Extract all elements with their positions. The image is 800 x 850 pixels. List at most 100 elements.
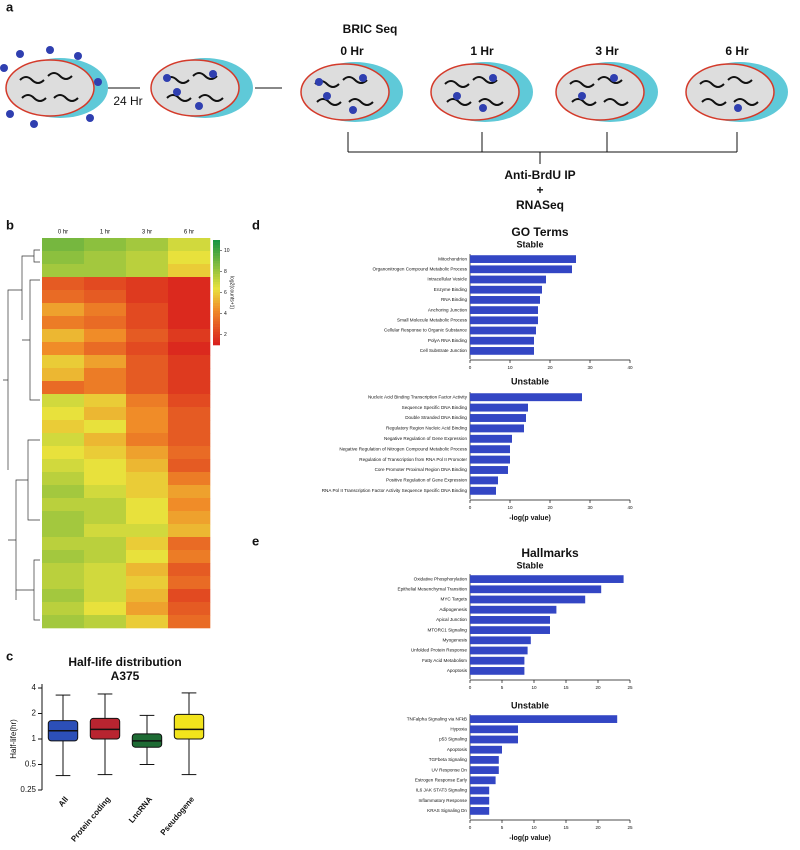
connector — [347, 132, 738, 164]
heatmap-cell — [126, 524, 169, 538]
colorbar-step — [213, 266, 220, 270]
cell — [150, 57, 254, 119]
chart-title: Half-life distribution — [68, 655, 181, 669]
bar — [470, 486, 496, 495]
bar — [470, 595, 586, 604]
heatmap-cell — [42, 550, 85, 564]
colorbar-step — [213, 247, 220, 251]
y-tick-label: UV Response Dn — [432, 767, 468, 772]
heatmap-cell — [42, 355, 85, 369]
heatmap-cell — [84, 563, 127, 577]
x-tick-label: 0 — [469, 505, 472, 510]
heatmap-cell — [42, 420, 85, 434]
heatmap-cell — [84, 602, 127, 616]
y-tick-label: Apoptosis — [447, 747, 468, 752]
heatmap-cell — [84, 485, 127, 499]
colorbar-step — [213, 331, 220, 335]
colorbar-step — [213, 271, 220, 275]
y-tick-label: Oxidative Phosphorylation — [414, 576, 468, 581]
bar — [470, 466, 508, 474]
heatmap-cell — [84, 290, 127, 304]
heatmap-cell — [126, 251, 169, 265]
x-tick-label: 40 — [627, 505, 633, 510]
heatmap-cell — [84, 355, 127, 369]
x-tick-label: 20 — [595, 825, 601, 830]
time-label: 0 Hr — [340, 44, 364, 58]
bar — [470, 735, 518, 744]
bar — [470, 616, 550, 624]
y-tick-label: Anchoring Junction — [428, 307, 468, 312]
y-tick-label: Nucleic Acid Binding Transcription Facto… — [368, 394, 468, 399]
diagram-title: BRIC Seq — [343, 22, 398, 36]
time-label: 24 Hr — [113, 94, 142, 108]
heatmap-cell — [84, 615, 127, 629]
colorbar-step — [213, 263, 220, 267]
heatmap-cell — [126, 589, 169, 603]
heatmap-cell — [84, 472, 127, 486]
y-tick-label: Mitochondrion — [438, 256, 467, 261]
colorbar-step — [213, 287, 220, 291]
bar — [470, 646, 528, 655]
chart-title: Stable — [516, 239, 543, 249]
heatmap-cell — [168, 615, 211, 629]
bar — [470, 786, 490, 795]
heatmap-cell — [84, 511, 127, 525]
heatmap-cell — [168, 537, 211, 551]
colorbar-tick-label: 8 — [224, 269, 227, 275]
heatmap-cell — [168, 485, 211, 499]
heatmap-cell — [126, 355, 169, 369]
heatmap-cell — [84, 316, 127, 330]
column-label: 3 hr — [142, 230, 152, 236]
y-tick-label: MYC Targets — [441, 597, 468, 602]
x-tick-label: 10 — [507, 365, 513, 370]
cell — [0, 46, 109, 128]
colorbar-step — [213, 342, 220, 346]
y-tick-label: Apoptosis — [447, 668, 468, 673]
x-tick-label: Pseudogene — [159, 794, 197, 837]
heatmap-cell — [42, 329, 85, 343]
colorbar-step — [213, 297, 220, 301]
bar — [470, 766, 499, 774]
colorbar-step — [213, 255, 220, 259]
panel-label: b — [6, 217, 14, 232]
heatmap-cell — [126, 303, 169, 317]
heatmap-cell — [168, 355, 211, 369]
bar — [470, 807, 490, 815]
x-tick-label: 10 — [531, 685, 537, 690]
colorbar-label: log2(counts+1) — [229, 276, 235, 310]
cell — [430, 61, 534, 123]
colorbar-tick-label: 6 — [224, 290, 227, 296]
heatmap-cell — [168, 589, 211, 603]
heatmap-cell — [126, 485, 169, 499]
x-tick-label: 10 — [531, 825, 537, 830]
colorbar-step — [213, 245, 220, 249]
y-tick-label: 2 — [32, 709, 37, 718]
heatmap-cell — [42, 342, 85, 356]
heatmap-cell — [168, 277, 211, 291]
x-tick-label: 30 — [587, 505, 593, 510]
colorbar-step — [213, 295, 220, 299]
bar — [470, 605, 557, 614]
y-tick-label: Regulation of Transcription from RNA Pol… — [359, 457, 467, 462]
bar — [470, 656, 525, 665]
colorbar-tick-label: 4 — [224, 311, 227, 317]
heatmap-cell — [168, 264, 211, 278]
y-tick-label: Enzyme Binding — [434, 287, 468, 292]
y-tick-label: Double Stranded DNA Binding — [405, 415, 467, 420]
x-tick-label: 30 — [587, 365, 593, 370]
heatmap-cell — [126, 277, 169, 291]
y-tick-label: TNFalpha Signaling via NFkB — [407, 716, 467, 721]
colorbar-step — [213, 337, 220, 341]
colorbar-step — [213, 321, 220, 325]
heatmap-cell — [42, 615, 85, 629]
heatmap-cell — [126, 537, 169, 551]
bar — [470, 424, 524, 433]
heatmap-cell — [168, 394, 211, 408]
heatmap-cell — [84, 498, 127, 512]
heatmap-cell — [42, 537, 85, 551]
y-tick-label: Unfolded Protein Response — [411, 648, 468, 653]
heatmap-cell — [126, 615, 169, 629]
heatmap-cell — [168, 602, 211, 616]
x-tick-label: Protein coding — [69, 795, 112, 844]
bar — [470, 347, 534, 355]
